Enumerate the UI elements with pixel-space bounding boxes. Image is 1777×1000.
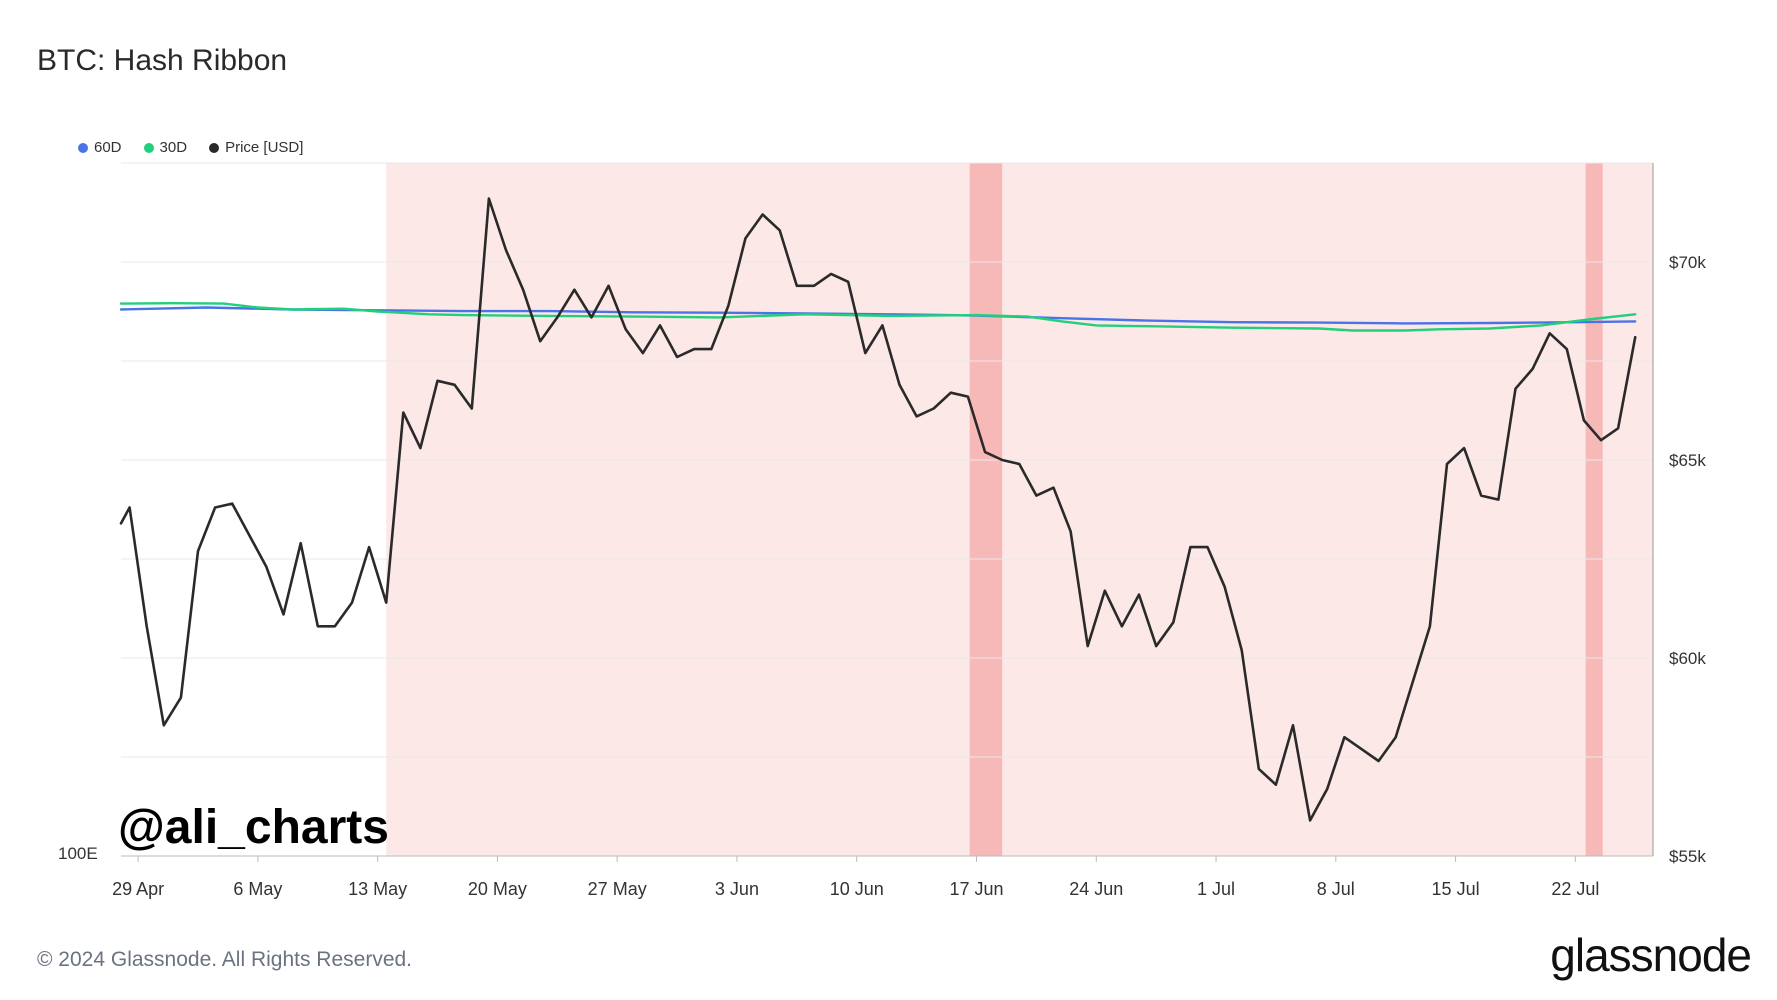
chart-legend: 60D 30D Price [USD] (78, 139, 303, 156)
legend-dot-60d (78, 142, 88, 153)
x-tick-label: 17 Jun (949, 879, 1003, 899)
legend-item-price[interactable]: Price [USD] (209, 139, 303, 156)
x-tick-label: 8 Jul (1317, 879, 1355, 899)
legend-dot-price (209, 142, 220, 153)
chart-title: BTC: Hash Ribbon (37, 44, 288, 77)
x-tick-label: 22 Jul (1551, 879, 1599, 899)
x-tick-label: 20 May (468, 879, 527, 899)
axes (121, 163, 1654, 862)
y-tick-label: $70k (1669, 253, 1706, 272)
watermark: @ali_charts (118, 801, 389, 854)
x-tick-label: 3 Jun (715, 879, 759, 899)
legend-item-60d[interactable]: 60D (78, 139, 122, 156)
tick-labels: 29 Apr 6 May 13 May 20 May 27 May 3 Jun 10 Jun… (58, 253, 1706, 899)
y-tick-label: $60k (1669, 649, 1706, 668)
y-tick-label: $55k (1669, 847, 1706, 866)
legend-dot-30d (143, 142, 154, 153)
x-tick-label: 13 May (348, 879, 407, 899)
x-tick-label: 15 Jul (1432, 879, 1480, 899)
glassnode-logo: glassnode (1550, 929, 1752, 981)
x-tick-label: 24 Jun (1069, 879, 1123, 899)
x-tick-label: 1 Jul (1197, 879, 1235, 899)
x-tick-label: 27 May (588, 879, 647, 899)
legend-label-60d: 60D (94, 139, 122, 156)
left-axis-tick-label: 100E (58, 844, 98, 863)
x-tick-label: 29 Apr (112, 879, 164, 899)
series-line-price-usd (119, 197, 1637, 822)
legend-item-30d[interactable]: 30D (143, 139, 188, 156)
copyright-footer: © 2024 Glassnode. All Rights Reserved. (37, 948, 413, 971)
series-lines (119, 197, 1637, 822)
legend-label-30d: 30D (159, 139, 188, 156)
capitulation-region-0 (386, 163, 1654, 856)
grid-lines (121, 162, 1653, 758)
capitulation-region-1 (969, 163, 1003, 856)
capitulation-regions (386, 163, 1654, 856)
x-tick-label: 10 Jun (830, 879, 884, 899)
y-tick-label: $65k (1669, 451, 1706, 470)
capitulation-region-2 (1585, 163, 1603, 856)
x-tick-label: 6 May (233, 879, 282, 899)
legend-label-price: Price [USD] (225, 139, 304, 156)
series-line-30d (119, 302, 1637, 332)
